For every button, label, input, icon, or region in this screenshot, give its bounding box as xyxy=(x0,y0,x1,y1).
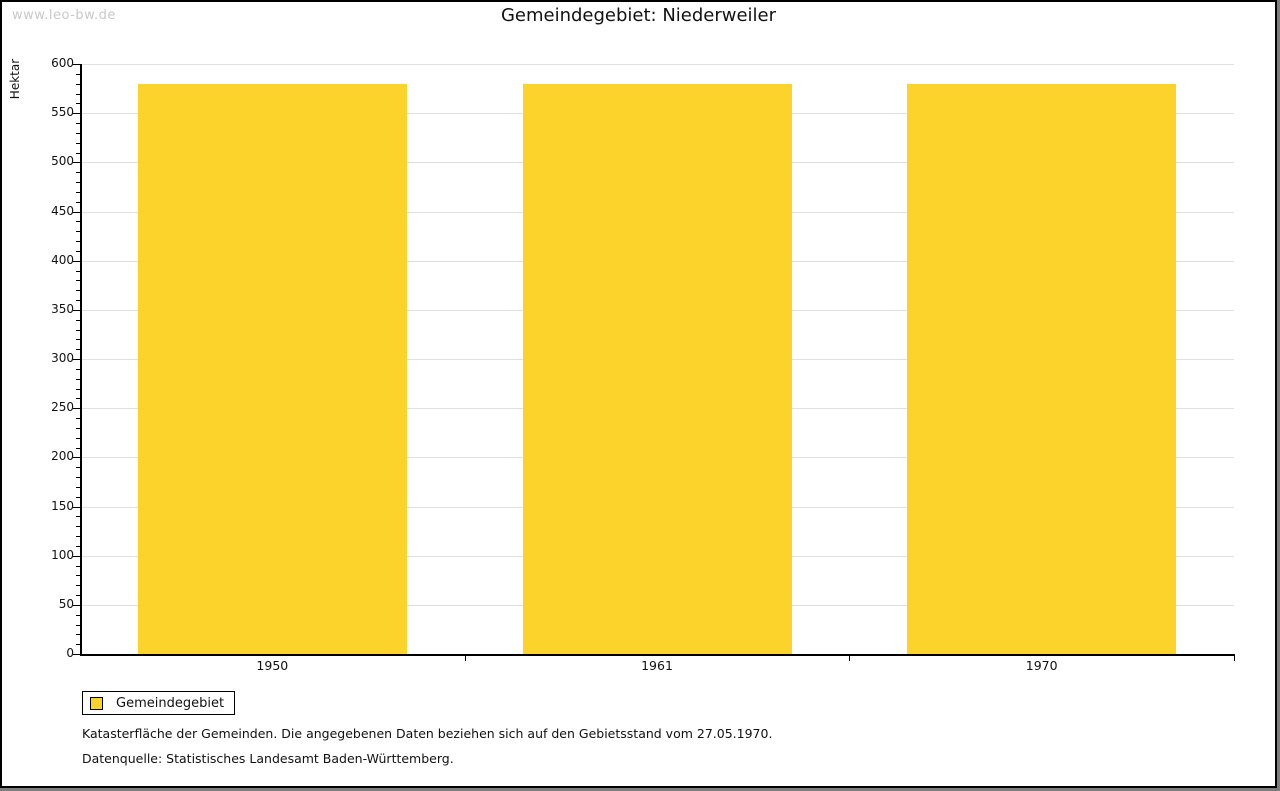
y-tick-major xyxy=(73,64,80,65)
y-tick-minor xyxy=(76,290,80,292)
chart-title: Gemeindegebiet: Niederweiler xyxy=(500,5,777,26)
y-tick-major xyxy=(73,359,80,360)
y-tick-major xyxy=(73,211,80,213)
legend-swatch-icon xyxy=(90,696,103,710)
gridline xyxy=(81,64,1234,65)
y-tick-minor xyxy=(76,624,80,626)
y-tick-label: 0 xyxy=(66,646,74,660)
y-tick-minor xyxy=(76,231,80,233)
y-tick-minor xyxy=(76,132,80,134)
y-tick-minor xyxy=(76,575,80,577)
y-tick-major xyxy=(73,654,80,655)
y-tick-label: 200 xyxy=(51,449,74,464)
legend: Gemeindegebiet xyxy=(82,691,236,715)
y-tick-major xyxy=(73,113,80,115)
y-tick-label: 450 xyxy=(51,203,74,218)
y-tick-minor xyxy=(76,634,80,636)
y-tick-minor xyxy=(76,339,80,341)
y-tick-minor xyxy=(76,526,80,528)
y-tick-minor xyxy=(76,585,80,587)
y-tick-label: 100 xyxy=(51,547,74,562)
y-tick-minor xyxy=(76,152,80,154)
y-tick-minor xyxy=(76,250,80,252)
y-tick-major xyxy=(73,408,80,410)
y-tick-label: 300 xyxy=(51,351,74,365)
watermark: www.leo-bw.de xyxy=(12,8,116,23)
y-tick-minor xyxy=(76,300,80,301)
footnote-data-source: Datenquelle: Statistisches Landesamt Bad… xyxy=(82,751,454,766)
y-tick-minor xyxy=(76,565,80,567)
y-tick-label: 350 xyxy=(51,301,74,316)
y-tick-minor xyxy=(76,486,80,488)
y-tick-label: 400 xyxy=(51,252,74,267)
y-tick-major xyxy=(73,555,80,557)
y-tick-minor xyxy=(76,378,80,380)
x-axis-line xyxy=(80,654,1235,656)
y-tick-minor xyxy=(76,349,80,351)
y-tick-minor xyxy=(76,319,80,321)
y-tick-minor xyxy=(76,614,80,616)
y-tick-minor xyxy=(76,644,80,646)
y-tick-minor xyxy=(76,182,80,183)
y-tick-minor xyxy=(76,368,80,370)
bar-1970 xyxy=(907,83,1177,654)
legend-label: Gemeindegebiet xyxy=(116,695,225,711)
x-axis-label-1970: 1970 xyxy=(1025,658,1058,673)
y-tick-minor xyxy=(76,545,80,547)
x-tick xyxy=(464,656,466,661)
y-tick-major xyxy=(73,506,80,508)
y-tick-minor xyxy=(76,496,80,498)
y-tick-minor xyxy=(76,270,80,272)
y-tick-label: 600 xyxy=(51,56,74,70)
y-tick-label: 550 xyxy=(51,105,74,120)
y-tick-major xyxy=(73,260,80,262)
y-tick-label: 500 xyxy=(51,154,74,169)
y-tick-major xyxy=(73,457,80,459)
y-tick-label: 50 xyxy=(58,596,74,611)
y-tick-major xyxy=(73,309,80,311)
y-tick-minor xyxy=(76,536,80,537)
y-tick-minor xyxy=(76,595,80,596)
y-tick-minor xyxy=(76,398,80,400)
y-tick-minor xyxy=(76,477,80,478)
bar-1950 xyxy=(137,83,407,654)
y-tick-minor xyxy=(76,191,80,193)
y-tick-minor xyxy=(76,427,80,429)
y-tick-minor xyxy=(76,103,80,105)
footnote-source-note: Katasterfläche der Gemeinden. Die angege… xyxy=(82,726,773,741)
y-tick-minor xyxy=(76,280,80,282)
x-tick xyxy=(1234,656,1235,661)
x-tick xyxy=(849,656,851,661)
y-tick-minor xyxy=(76,142,80,144)
y-tick-label: 150 xyxy=(51,498,74,513)
bar-1961 xyxy=(522,83,792,654)
y-tick-minor xyxy=(76,83,80,85)
x-axis-label-1961: 1961 xyxy=(641,658,673,673)
y-tick-minor xyxy=(76,447,80,449)
y-tick-label: 250 xyxy=(51,400,74,415)
y-tick-minor xyxy=(76,172,80,174)
y-tick-minor xyxy=(76,467,80,469)
y-tick-minor xyxy=(76,329,80,331)
y-tick-minor xyxy=(76,201,80,203)
y-tick-minor xyxy=(76,123,80,124)
y-tick-minor xyxy=(76,388,80,390)
x-axis-label-1950: 1950 xyxy=(256,658,289,673)
y-tick-minor xyxy=(76,93,80,95)
y-tick-minor xyxy=(76,418,80,419)
y-tick-minor xyxy=(76,221,80,223)
y-tick-minor xyxy=(76,437,80,439)
y-tick-minor xyxy=(76,241,80,242)
y-tick-minor xyxy=(76,73,80,75)
y-tick-minor xyxy=(76,516,80,518)
y-tick-major xyxy=(73,162,80,164)
y-axis-line xyxy=(80,64,82,654)
y-tick-major xyxy=(73,604,80,606)
